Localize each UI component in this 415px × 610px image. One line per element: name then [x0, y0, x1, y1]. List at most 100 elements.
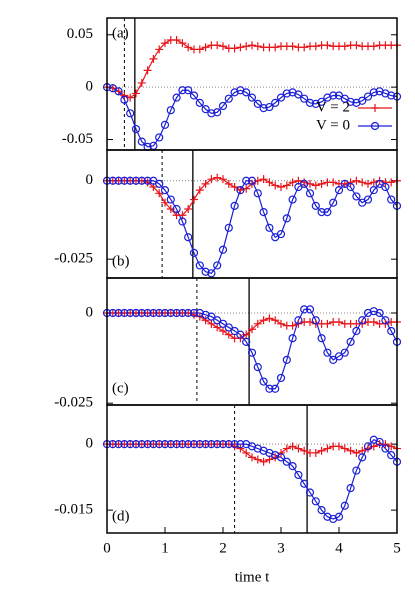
x-tick-label: 4 — [335, 540, 343, 556]
marker — [323, 208, 332, 217]
x-tick-label: 1 — [161, 540, 169, 556]
marker — [242, 88, 251, 97]
y-tick-label: 0 — [86, 172, 94, 188]
marker — [201, 105, 210, 114]
marker — [352, 448, 361, 457]
marker — [149, 440, 158, 449]
marker — [277, 319, 285, 328]
marker — [236, 186, 245, 195]
marker — [282, 457, 291, 466]
marker — [120, 440, 129, 449]
marker — [381, 444, 390, 453]
marker — [352, 41, 361, 50]
y-tick-label: -0.025 — [54, 395, 93, 411]
marker — [282, 214, 291, 223]
marker — [248, 453, 256, 462]
marker — [213, 261, 222, 270]
marker — [166, 440, 175, 449]
marker — [224, 179, 233, 188]
marker — [161, 39, 169, 48]
marker — [340, 179, 349, 188]
marker — [369, 42, 378, 51]
marker — [259, 377, 268, 386]
marker — [253, 42, 262, 51]
marker — [346, 484, 355, 493]
marker — [172, 204, 181, 214]
marker — [271, 316, 280, 325]
marker — [358, 96, 367, 105]
marker — [160, 440, 170, 449]
legend-label: V = 2 — [316, 99, 350, 115]
marker — [259, 316, 268, 325]
marker — [288, 462, 297, 471]
marker — [172, 36, 181, 44]
marker — [126, 176, 135, 185]
marker — [207, 109, 216, 118]
marker — [230, 326, 239, 336]
marker — [108, 308, 117, 318]
marker — [230, 440, 239, 449]
plot-area — [107, 176, 397, 274]
marker — [358, 178, 367, 187]
marker — [387, 195, 396, 204]
marker — [300, 43, 309, 52]
marker — [218, 319, 228, 328]
marker — [224, 94, 233, 103]
marker — [195, 261, 204, 270]
marker — [329, 355, 338, 365]
marker — [236, 444, 245, 453]
marker — [178, 39, 187, 48]
marker — [224, 223, 233, 232]
marker — [340, 501, 349, 510]
marker — [207, 312, 216, 321]
marker — [363, 442, 373, 451]
marker — [300, 479, 309, 488]
marker — [311, 201, 320, 210]
panel-label: (b) — [112, 253, 130, 269]
marker — [387, 178, 396, 187]
marker — [352, 466, 361, 475]
y-tick-label: 0 — [86, 436, 94, 452]
marker — [114, 308, 123, 318]
marker — [242, 448, 251, 457]
marker — [282, 444, 291, 453]
marker — [276, 373, 286, 383]
marker — [166, 308, 175, 318]
marker — [161, 198, 169, 207]
marker — [230, 201, 239, 210]
marker — [178, 440, 187, 449]
marker — [358, 453, 367, 462]
marker — [207, 319, 216, 328]
marker — [120, 95, 129, 104]
marker — [282, 89, 291, 98]
marker — [294, 90, 303, 99]
marker — [143, 308, 152, 318]
marker — [352, 326, 361, 336]
marker — [387, 91, 396, 100]
marker — [294, 470, 303, 480]
marker — [224, 440, 233, 449]
marker — [184, 43, 193, 52]
y-tick-label: -0.015 — [54, 502, 93, 518]
marker — [346, 446, 355, 455]
panel-frame — [106, 17, 398, 151]
marker — [253, 319, 262, 328]
marker — [277, 183, 285, 192]
marker — [317, 506, 326, 515]
panel-frame — [106, 149, 398, 279]
marker — [178, 86, 187, 95]
y-tick-label: 0.05 — [67, 26, 93, 42]
marker — [155, 45, 164, 54]
marker — [288, 321, 297, 330]
marker — [358, 316, 367, 325]
marker — [230, 183, 239, 192]
marker — [323, 319, 332, 328]
marker — [381, 182, 390, 192]
marker — [195, 308, 204, 318]
marker — [375, 308, 384, 318]
marker — [184, 86, 193, 95]
marker — [300, 305, 309, 314]
panel-label: (c) — [112, 380, 129, 396]
marker — [160, 120, 170, 129]
marker — [137, 440, 146, 449]
